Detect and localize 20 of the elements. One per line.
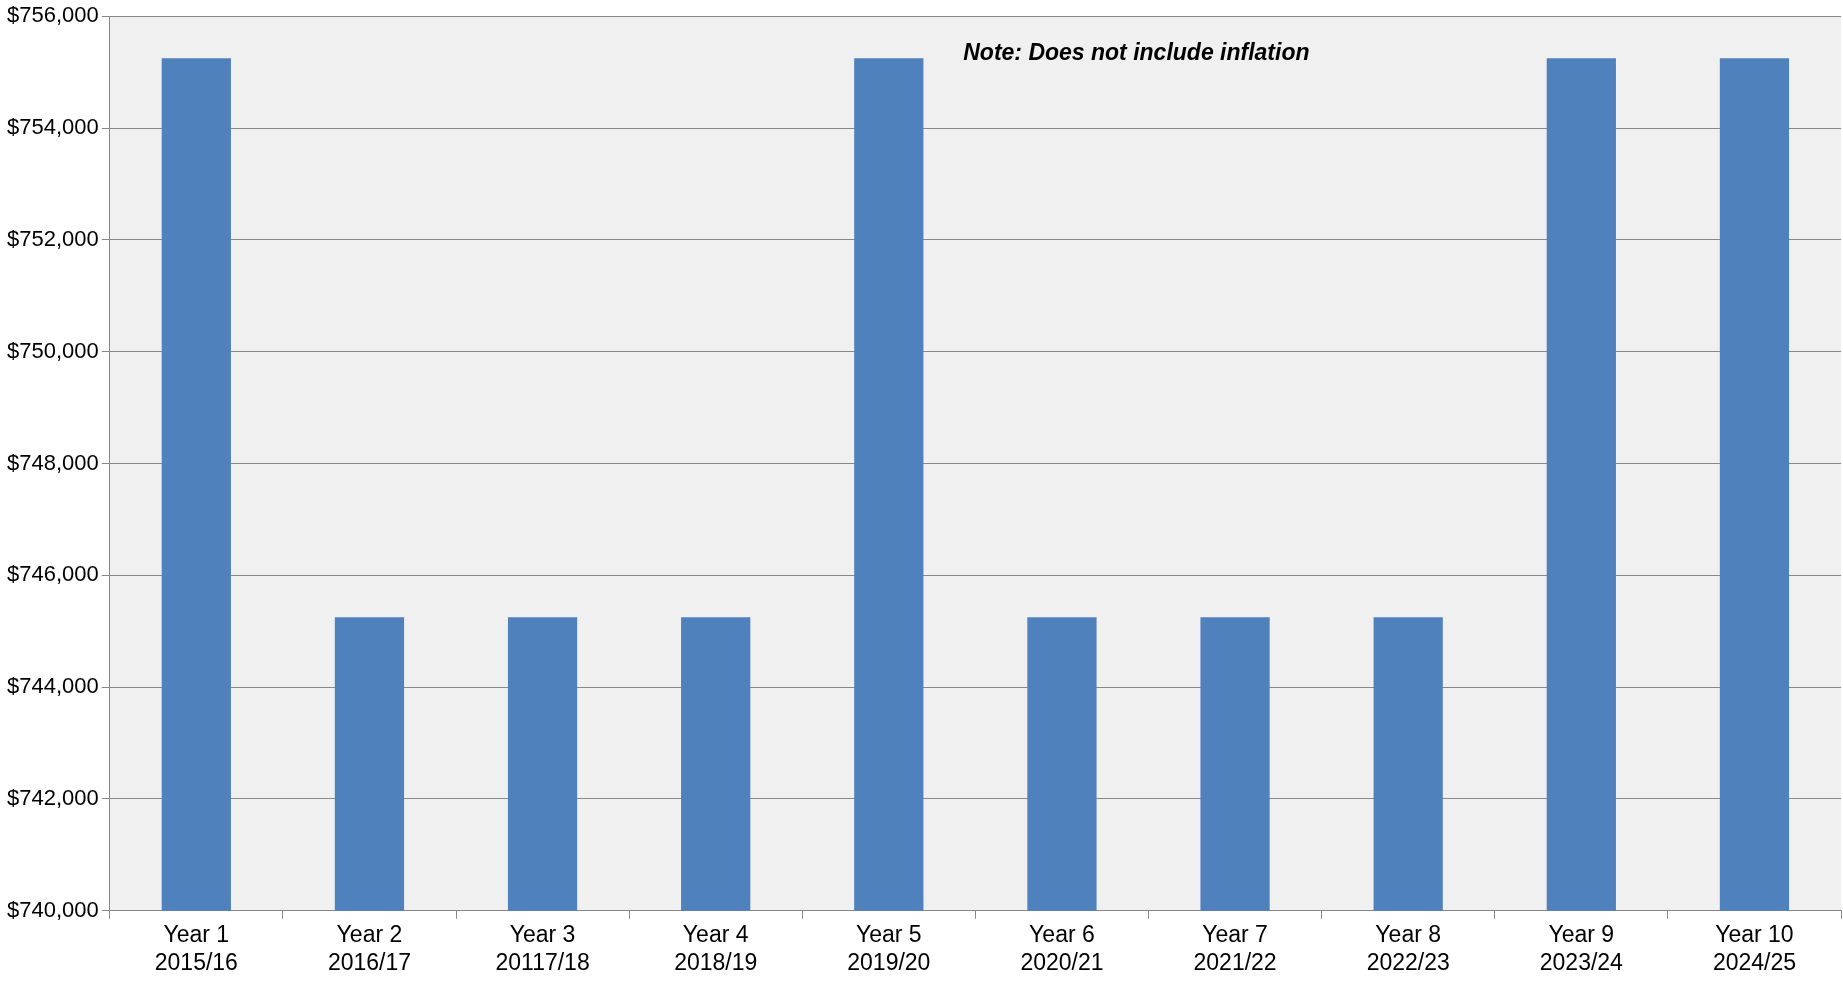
x-tick-label: Year 7 2021/22 bbox=[1193, 920, 1277, 975]
y-tick-label: $750,000 bbox=[6, 337, 99, 363]
y-tick-label: $744,000 bbox=[6, 673, 99, 699]
y-tick-label: $742,000 bbox=[6, 785, 99, 811]
annotation: Note: Does not include inflation bbox=[963, 38, 1310, 65]
x-tick-label: Year 8 2022/23 bbox=[1366, 920, 1450, 975]
y-tick-label: $752,000 bbox=[6, 225, 99, 251]
y-tick-label: $740,000 bbox=[6, 896, 99, 922]
x-tick-label: Year 6 2020/21 bbox=[1020, 920, 1104, 975]
x-tick-label: Year 5 2019/20 bbox=[847, 920, 931, 975]
x-tick-label: Year 10 2024/25 bbox=[1712, 920, 1797, 975]
y-tick-label: $748,000 bbox=[6, 449, 99, 475]
y-tick-label: $754,000 bbox=[6, 114, 99, 140]
x-tick-label: Year 1 2015/16 bbox=[154, 920, 238, 975]
y-tick-label: $756,000 bbox=[6, 2, 99, 28]
y-tick-label: $746,000 bbox=[6, 561, 99, 587]
x-tick-label: Year 3 20117/18 bbox=[495, 920, 590, 975]
x-tick-label: Year 9 2023/24 bbox=[1539, 920, 1624, 975]
x-tick-label: Year 4 2018/19 bbox=[674, 920, 758, 975]
x-tick-label: Year 2 2016/17 bbox=[327, 920, 412, 975]
